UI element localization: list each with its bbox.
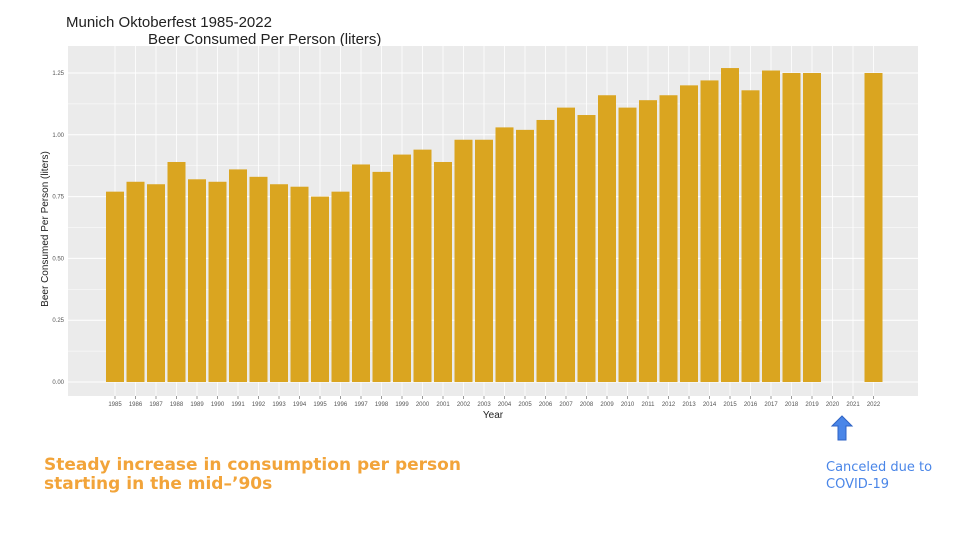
arrow-up-icon bbox=[830, 415, 854, 441]
bar-2005 bbox=[516, 129, 534, 382]
x-tick-label: 1998 bbox=[375, 402, 389, 408]
x-tick-label: 1999 bbox=[395, 402, 409, 408]
bar-1989 bbox=[188, 179, 206, 382]
x-tick-label: 2012 bbox=[662, 402, 676, 408]
bar-2015 bbox=[721, 68, 739, 382]
caption-line-2: starting in the mid–’90s bbox=[44, 474, 273, 494]
x-tick-label: 2002 bbox=[457, 402, 471, 408]
bar-2012 bbox=[659, 95, 678, 383]
bar-2019 bbox=[803, 73, 821, 382]
x-tick-label: 1997 bbox=[354, 402, 368, 408]
x-tick-label: 2019 bbox=[805, 402, 819, 408]
annotation-line-1: Canceled due to bbox=[826, 460, 933, 475]
bar-2002 bbox=[454, 139, 473, 382]
y-tick-label: 0.00 bbox=[52, 380, 64, 386]
x-tick-label: 2010 bbox=[621, 402, 635, 408]
x-tick-label: 1995 bbox=[313, 402, 327, 408]
bar-1987 bbox=[147, 184, 165, 382]
bar-2018 bbox=[782, 73, 801, 382]
chart-subtitle: Beer Consumed Per Person (liters) bbox=[148, 31, 382, 48]
bar-1990 bbox=[208, 181, 227, 382]
x-tick-label: 2014 bbox=[703, 402, 717, 408]
x-axis-title: Year bbox=[483, 410, 504, 421]
bar-2006 bbox=[536, 119, 555, 382]
x-tick-label: 2020 bbox=[826, 402, 840, 408]
x-tick-label: 2003 bbox=[477, 402, 491, 408]
caption-line-1: Steady increase in consumption per perso… bbox=[44, 455, 461, 475]
y-tick-label: 1.25 bbox=[52, 71, 64, 77]
x-tick-label: 2011 bbox=[642, 402, 656, 408]
bar-1986 bbox=[126, 181, 145, 382]
y-tick-label: 0.50 bbox=[52, 256, 64, 262]
bar-2009 bbox=[598, 95, 616, 383]
bar-1997 bbox=[352, 164, 370, 382]
bar-2022 bbox=[864, 73, 883, 382]
bar-2017 bbox=[762, 70, 780, 382]
x-tick-label: 1987 bbox=[149, 402, 163, 408]
x-tick-label: 2000 bbox=[416, 402, 430, 408]
bar-1994 bbox=[290, 186, 309, 382]
x-tick-label: 2013 bbox=[682, 402, 696, 408]
bar-2010 bbox=[618, 107, 637, 382]
x-tick-labels: 1985 1986 1987 1988 1989 1990 1991 1992 1993 1994… bbox=[108, 396, 881, 408]
x-tick-label: 2016 bbox=[744, 402, 758, 408]
x-tick-label: 2009 bbox=[600, 402, 614, 408]
x-tick-label: 2021 bbox=[846, 402, 860, 408]
y-tick-labels: 0.00 0.25 0.50 0.75 1.00 1.25 bbox=[52, 71, 64, 386]
x-tick-label: 1985 bbox=[108, 402, 122, 408]
bar-1999 bbox=[393, 154, 411, 382]
covid-annotation: Canceled due to COVID-19 bbox=[826, 459, 956, 493]
bar-1992 bbox=[249, 176, 268, 382]
x-tick-label: 2001 bbox=[436, 402, 450, 408]
x-tick-label: 1994 bbox=[293, 402, 307, 408]
bars bbox=[106, 68, 883, 383]
y-axis-title: Beer Consumed Per Person (liters) bbox=[40, 151, 51, 307]
bar-1995 bbox=[311, 196, 329, 382]
bar-1993 bbox=[270, 184, 288, 382]
x-tick-label: 2018 bbox=[785, 402, 799, 408]
x-tick-label: 1988 bbox=[170, 402, 184, 408]
bar-2014 bbox=[700, 80, 719, 382]
x-tick-label: 1986 bbox=[129, 402, 143, 408]
y-tick-label: 0.25 bbox=[52, 318, 64, 324]
x-tick-label: 2008 bbox=[580, 402, 594, 408]
bar-1988 bbox=[167, 161, 186, 382]
x-tick-label: 2007 bbox=[559, 402, 573, 408]
bar-2000 bbox=[413, 149, 432, 382]
x-tick-label: 1996 bbox=[334, 402, 348, 408]
bar-1991 bbox=[229, 169, 247, 382]
x-tick-label: 1992 bbox=[252, 402, 266, 408]
x-tick-label: 2006 bbox=[539, 402, 553, 408]
bar-2004 bbox=[495, 127, 514, 382]
bar-1985 bbox=[106, 191, 124, 382]
x-tick-label: 1990 bbox=[211, 402, 225, 408]
bar-2008 bbox=[577, 115, 596, 383]
y-tick-label: 0.75 bbox=[52, 195, 64, 201]
bar-2001 bbox=[434, 161, 452, 382]
x-tick-label: 2004 bbox=[498, 402, 512, 408]
x-tick-label: 1991 bbox=[231, 402, 245, 408]
x-tick-label: 2005 bbox=[518, 402, 532, 408]
bar-1996 bbox=[331, 191, 350, 382]
x-tick-label: 2017 bbox=[764, 402, 778, 408]
bar-2003 bbox=[475, 139, 493, 382]
chart-title: Munich Oktoberfest 1985-2022 bbox=[66, 14, 272, 31]
insight-caption: Steady increase in consumption per perso… bbox=[44, 456, 514, 494]
annotation-line-2: COVID-19 bbox=[826, 477, 890, 492]
x-tick-label: 1993 bbox=[272, 402, 286, 408]
bar-2011 bbox=[639, 100, 657, 382]
bar-2013 bbox=[680, 85, 698, 383]
x-tick-label: 2022 bbox=[867, 402, 881, 408]
x-tick-label: 2015 bbox=[723, 402, 737, 408]
y-tick-label: 1.00 bbox=[52, 133, 64, 139]
bar-2007 bbox=[557, 107, 575, 382]
x-tick-label: 1989 bbox=[190, 402, 204, 408]
bar-1998 bbox=[372, 171, 391, 382]
bar-2016 bbox=[741, 90, 760, 382]
